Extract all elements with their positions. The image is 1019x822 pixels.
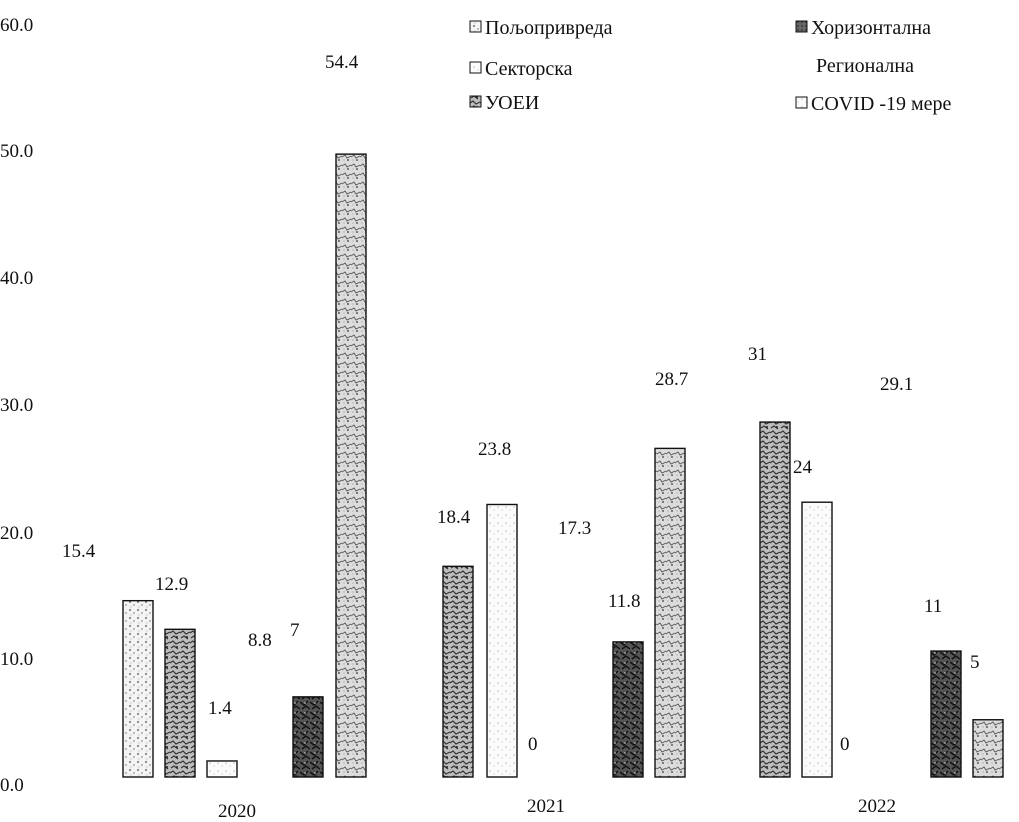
y-axis-ticks: 0.0 10.0 20.0 30.0 40.0 50.0 60.0 xyxy=(0,15,33,796)
data-label: 17.3 xyxy=(558,518,591,539)
bar xyxy=(206,760,238,778)
y-tick-label: 40.0 xyxy=(0,268,33,289)
bar xyxy=(801,501,833,778)
legend-swatch xyxy=(795,20,808,33)
legend-swatch xyxy=(795,96,808,109)
x-axis-categories: 2020 2021 2022 xyxy=(218,796,896,822)
y-tick-label: 30.0 xyxy=(0,395,33,416)
legend-label: УОЕИ xyxy=(485,92,539,114)
data-labels: 15.4 12.9 1.4 8.8 7 54.4 17.3 18.4 23.8 0 11.8 28.7… xyxy=(62,52,980,755)
x-category-label: 2020 xyxy=(218,801,256,822)
data-label: 54.4 xyxy=(325,52,359,73)
bar xyxy=(612,641,644,778)
bar xyxy=(654,447,686,778)
legend-label: COVID -19 мере xyxy=(811,93,952,115)
x-category-label: 2021 xyxy=(527,796,565,817)
legend-label: Хоризонтална xyxy=(811,17,931,39)
data-label: 23.8 xyxy=(478,439,511,460)
data-label: 5 xyxy=(970,652,980,673)
y-tick-label: 10.0 xyxy=(0,649,33,670)
legend-swatch xyxy=(469,61,482,74)
legend-label: Секторска xyxy=(485,58,573,80)
y-tick-label: 20.0 xyxy=(0,523,33,544)
bar xyxy=(442,565,474,778)
data-label: 0 xyxy=(528,734,538,755)
y-tick-label: 50.0 xyxy=(0,141,33,162)
bar xyxy=(759,421,791,778)
legend-label: Пољопривреда xyxy=(485,17,613,39)
x-category-label: 2022 xyxy=(858,796,896,817)
bars xyxy=(122,153,1004,778)
bar xyxy=(972,719,1004,778)
data-label: 1.4 xyxy=(208,698,232,719)
data-label: 12.9 xyxy=(155,574,188,595)
legend-label: Регионална xyxy=(816,55,914,77)
bar xyxy=(335,153,367,778)
legend-swatch xyxy=(469,20,482,33)
bar xyxy=(930,650,962,778)
data-label: 8.8 xyxy=(248,630,272,651)
y-tick-label: 0.0 xyxy=(0,775,24,796)
bar xyxy=(292,696,324,778)
y-tick-label: 60.0 xyxy=(0,15,33,36)
data-label: 7 xyxy=(290,620,300,641)
data-label: 11 xyxy=(924,596,942,617)
data-label: 15.4 xyxy=(62,541,96,562)
bar xyxy=(486,503,518,778)
legend: Пољопривреда Хоризонтална Секторска Региона… xyxy=(469,17,952,115)
data-label: 0 xyxy=(840,734,850,755)
bar xyxy=(164,628,196,778)
data-label: 29.1 xyxy=(880,374,913,395)
bar xyxy=(122,599,154,778)
data-label: 11.8 xyxy=(608,591,641,612)
data-label: 18.4 xyxy=(437,507,471,528)
data-label: 31 xyxy=(748,344,767,365)
legend-swatch xyxy=(469,95,482,108)
data-label: 28.7 xyxy=(655,369,688,390)
data-label: 24 xyxy=(793,457,813,478)
